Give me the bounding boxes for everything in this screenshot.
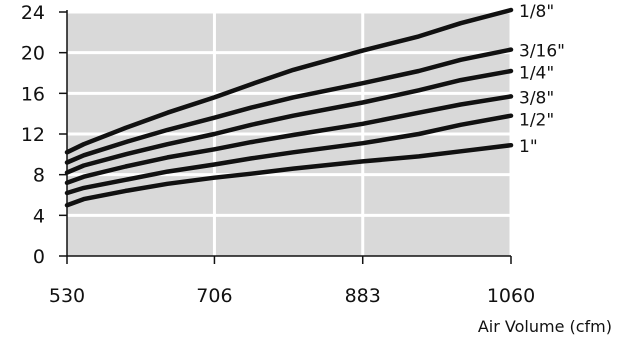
series-labels: 1/8" 3/16"1/4" 3/8"1/2" 1" bbox=[519, 2, 565, 157]
series-line bbox=[64, 94, 514, 186]
series-line bbox=[64, 113, 514, 196]
x-tick-label: 1060 bbox=[487, 285, 535, 307]
series-label: 3/16" bbox=[519, 42, 565, 62]
y-tick-labels: 0 4 8 12 16 20 24 bbox=[21, 2, 45, 268]
series-line bbox=[64, 7, 514, 155]
series-label: 1" bbox=[519, 137, 538, 157]
y-tick-label: 12 bbox=[21, 124, 45, 146]
y-tick-label: 24 bbox=[21, 2, 45, 24]
x-tick-label: 530 bbox=[49, 285, 85, 307]
series-line bbox=[64, 68, 514, 175]
series-line bbox=[64, 142, 514, 208]
y-tick-label: 16 bbox=[21, 83, 45, 105]
series-label: 1/2" bbox=[519, 110, 554, 130]
x-axis-title: Air Volume (cfm) bbox=[478, 317, 612, 336]
x-tick-label: 883 bbox=[345, 285, 381, 307]
series-label: 3/8" bbox=[519, 88, 554, 108]
x-tick-labels: 530 706 883 1060 bbox=[49, 285, 535, 307]
y-tick-label: 8 bbox=[33, 165, 45, 187]
series-line bbox=[64, 47, 514, 165]
axes bbox=[59, 10, 512, 264]
y-tick-label: 20 bbox=[21, 43, 45, 65]
y-tick-label: 4 bbox=[33, 205, 45, 227]
x-tick-label: 706 bbox=[196, 285, 232, 307]
y-tick-label: 0 bbox=[33, 246, 45, 268]
series-lines bbox=[64, 7, 514, 208]
series-label: 1/8" bbox=[519, 2, 554, 22]
series-label: 1/4" bbox=[519, 64, 554, 84]
